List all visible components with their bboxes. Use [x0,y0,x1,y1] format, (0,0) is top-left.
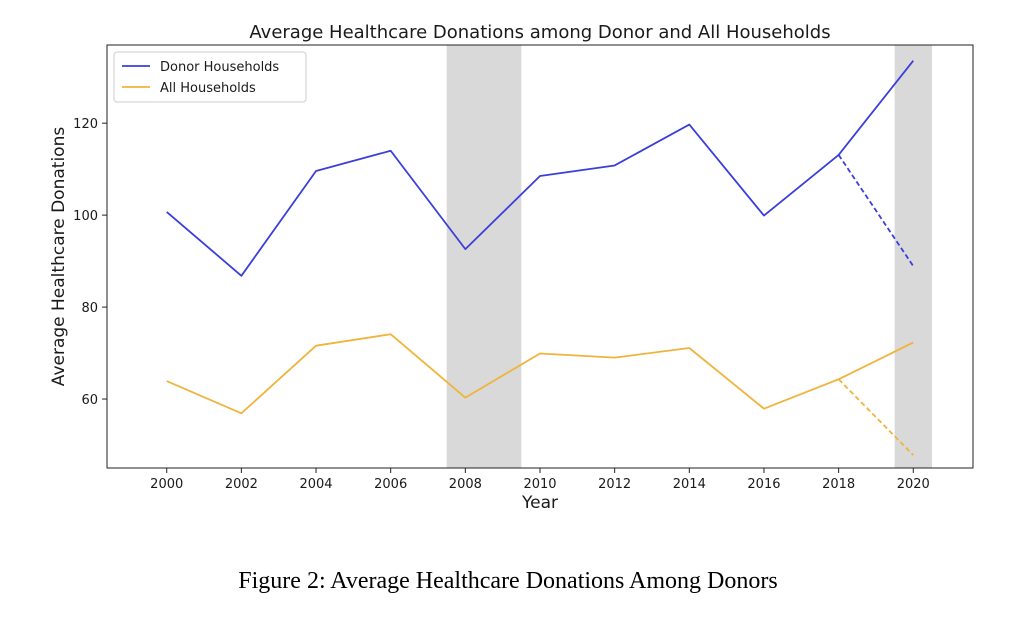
x-tick-label: 2000 [150,477,183,492]
x-tick-label: 2020 [897,477,930,492]
x-tick-label: 2014 [673,477,706,492]
series-lines [166,60,915,456]
legend-label: Donor Households [160,60,279,75]
y-tick-label: 60 [81,393,98,408]
shaded-region-2 [894,45,932,468]
y-tick-label: 100 [73,209,98,224]
legend-box [113,51,307,103]
line-chart: 2000 2002 2004 2006 2008 2010 2012 2014 2016 2018… [49,22,974,513]
shaded-regions [446,45,932,468]
y-tick-label: 120 [73,117,98,132]
legend: Donor Households All Households [113,51,307,103]
x-axis-label: Year [521,493,558,513]
series-projection-1 [837,154,915,267]
y-tick-label: 80 [81,301,98,316]
y-axis-label: Average Healthcare Donations [49,127,69,387]
x-tick-label: 2006 [374,477,407,492]
x-tick-label: 2012 [598,477,631,492]
legend-label: All Households [160,81,256,96]
shaded-region-1 [446,45,522,468]
x-tick-label: 2016 [747,477,780,492]
y-axis-ticks: 60 80 100 120 [73,117,107,408]
series-line-2 [166,333,914,415]
x-tick-label: 2018 [822,477,855,492]
x-tick-label: 2010 [523,477,556,492]
series-projection-2 [837,378,914,456]
figure-caption: Figure 2: Average Healthcare Donations A… [238,568,778,594]
series-line-1 [166,60,914,277]
x-tick-label: 2004 [299,477,332,492]
x-axis-ticks: 2000 2002 2004 2006 2008 2010 2012 2014 2016 2018… [150,468,930,492]
plot-frame [106,44,974,469]
chart-title: Average Healthcare Donations among Donor… [249,22,830,43]
x-tick-label: 2008 [449,477,482,492]
x-tick-label: 2002 [225,477,258,492]
